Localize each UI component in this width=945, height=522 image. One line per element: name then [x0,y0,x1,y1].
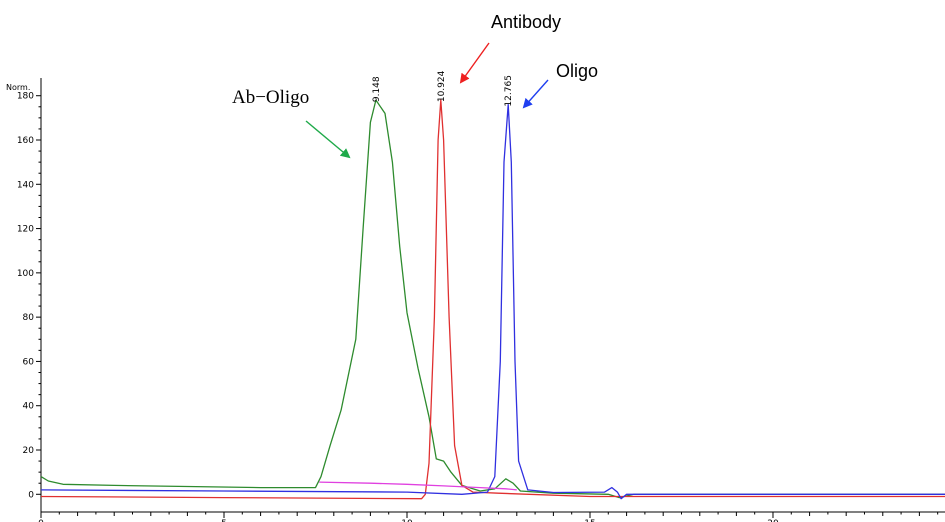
series-line-1 [40,99,945,499]
y-tick-label: 40 [23,402,35,412]
y-tick-label: 0 [28,490,34,500]
series-layer [40,99,945,500]
peak-retention-label: 10.924 [437,70,447,102]
y-tick-label: 160 [17,136,34,146]
x-tick-label: 0 [38,519,44,522]
y-tick-label: 120 [17,225,34,235]
x-tick-label: 10 [401,519,413,522]
antibody-annotation-arrow [459,42,490,84]
y-axis-unit-label: Norm. [6,83,30,92]
ab-oligo-annotation-label: Ab−Oligo [232,87,309,108]
y-tick-label: 140 [17,180,34,190]
y-tick-label: 60 [23,357,35,367]
oligo-annotation-arrow [522,79,549,109]
peak-labels: 9.148 10.924 12.765 [372,70,514,106]
series-line-2 [40,99,945,500]
y-tick-label: 20 [23,446,35,456]
oligo-annotation-label: Oligo [556,61,598,81]
y-tick-label: 180 [17,92,34,102]
peak-retention-label: 12.765 [504,75,514,107]
peak-retention-label: 9.148 [372,76,382,102]
y-tick-label: 100 [17,269,34,279]
series-line-3 [40,103,945,500]
ab-oligo-annotation-arrow [305,120,351,159]
antibody-annotation-label: Antibody [491,12,561,32]
x-tick-label: 15 [584,519,595,522]
series-line-4 [319,481,517,491]
x-tick-label: 5 [221,519,227,522]
axes: Norm. 0 20 40 60 80 100 120 140 160 180 0 5 10 15 20 [6,78,945,522]
y-tick-label: 80 [23,313,35,323]
annotations: Ab−Oligo Antibody Oligo [232,12,598,159]
x-tick-label: 20 [767,519,779,522]
